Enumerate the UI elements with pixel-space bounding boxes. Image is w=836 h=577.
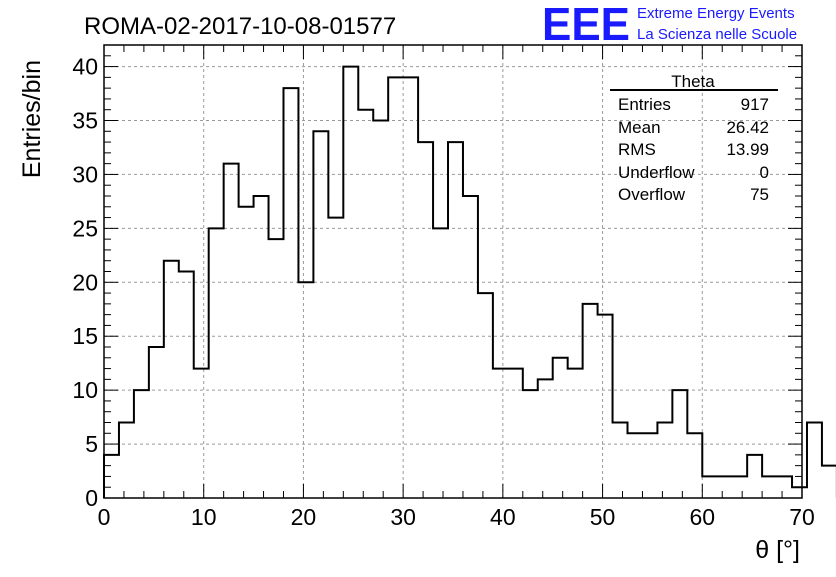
histogram-bin bbox=[209, 228, 224, 498]
histogram-bin bbox=[672, 390, 687, 498]
tick-labels: 0 10 20 30 40 50 60 70 0 5 10 15 20 25 30 35 40 bbox=[72, 54, 814, 530]
histogram-bin bbox=[283, 88, 298, 498]
histogram-bin bbox=[239, 207, 254, 498]
axes bbox=[103, 44, 803, 499]
x-tick-label: 30 bbox=[390, 504, 416, 530]
histogram-bin bbox=[164, 261, 179, 498]
histogram-bin bbox=[642, 433, 657, 498]
y-tick-label: 15 bbox=[72, 323, 98, 349]
histogram-bin bbox=[433, 228, 448, 498]
histogram-bin bbox=[149, 347, 164, 498]
histogram-bin bbox=[388, 77, 403, 498]
histogram-bin bbox=[269, 239, 284, 498]
histogram-outline bbox=[103, 65, 836, 498]
stats-label-mean: Mean bbox=[618, 118, 661, 137]
histogram-bin bbox=[762, 476, 777, 498]
histogram-bin bbox=[553, 358, 568, 498]
histogram-bin bbox=[628, 433, 643, 498]
grid-lines bbox=[104, 45, 802, 498]
histogram-bin bbox=[508, 369, 523, 498]
histogram-bin bbox=[747, 455, 762, 498]
x-tick-label: 40 bbox=[490, 504, 516, 530]
eee-logo: EEE Extreme Energy Events La Scienza nel… bbox=[542, 0, 797, 50]
y-axis-label: Entries/bin bbox=[18, 60, 46, 178]
histogram-bin bbox=[583, 304, 598, 498]
stats-title: Theta bbox=[671, 72, 715, 91]
histogram-bin bbox=[777, 476, 792, 498]
histogram-bin bbox=[463, 196, 478, 498]
stats-value-mean: 26.42 bbox=[726, 118, 769, 137]
histogram-bin bbox=[179, 272, 194, 499]
logo-mark: EEE bbox=[542, 0, 630, 50]
histogram-bin bbox=[732, 476, 747, 498]
stats-box: Theta Entries 917 Mean 26.42 RMS 13.99 U… bbox=[610, 72, 778, 204]
stats-label-entries: Entries bbox=[618, 95, 671, 114]
histogram-bin bbox=[343, 67, 358, 498]
x-tick-label: 60 bbox=[689, 504, 715, 530]
histogram-bin bbox=[478, 293, 493, 498]
x-tick-label: 10 bbox=[191, 504, 217, 530]
x-tick-label: 50 bbox=[590, 504, 616, 530]
histogram-bin bbox=[418, 142, 433, 498]
histogram-bin bbox=[568, 369, 583, 498]
histogram-bin bbox=[807, 423, 822, 499]
histogram-bin bbox=[822, 466, 836, 498]
stats-value-entries: 917 bbox=[741, 95, 769, 114]
histogram-bin bbox=[313, 131, 328, 498]
histogram-bin bbox=[224, 164, 239, 498]
histogram-bin bbox=[792, 487, 807, 498]
histogram-bin bbox=[134, 390, 149, 498]
histogram-bin bbox=[373, 121, 388, 499]
stats-value-underflow: 0 bbox=[760, 163, 769, 182]
logo-line-2: La Scienza nelle Scuole bbox=[637, 26, 797, 43]
y-tick-label: 0 bbox=[85, 485, 98, 511]
logo-line-1: Extreme Energy Events bbox=[637, 5, 795, 22]
histogram-bin bbox=[657, 423, 672, 499]
x-axis-label: θ [°] bbox=[755, 536, 800, 564]
histogram-bin bbox=[702, 476, 717, 498]
stats-value-overflow: 75 bbox=[750, 185, 769, 204]
histogram-bin bbox=[687, 433, 702, 498]
histogram-bin bbox=[448, 142, 463, 498]
y-tick-label: 30 bbox=[72, 161, 98, 187]
y-tick-label: 10 bbox=[72, 377, 98, 403]
histogram bbox=[103, 65, 836, 499]
histogram-bin bbox=[717, 476, 732, 498]
stats-label-rms: RMS bbox=[618, 140, 656, 159]
histogram-bin bbox=[523, 390, 538, 498]
y-tick-label: 20 bbox=[72, 269, 98, 295]
y-tick-label: 25 bbox=[72, 215, 98, 241]
y-tick-label: 5 bbox=[85, 431, 98, 457]
stats-label-underflow: Underflow bbox=[618, 163, 695, 182]
histogram-bin bbox=[613, 423, 628, 499]
y-tick-label: 40 bbox=[72, 54, 98, 80]
histogram-bin bbox=[538, 379, 553, 498]
x-tick-label: 20 bbox=[291, 504, 317, 530]
stats-value-rms: 13.99 bbox=[726, 140, 769, 159]
histogram-bin bbox=[119, 423, 134, 499]
histogram-bin bbox=[598, 315, 613, 498]
chart-title: ROMA-02-2017-10-08-01577 bbox=[84, 13, 396, 40]
histogram-bin bbox=[493, 369, 508, 498]
histogram-bin bbox=[298, 282, 313, 498]
y-tick-label: 35 bbox=[72, 108, 98, 134]
histogram-bin bbox=[254, 196, 269, 498]
histogram-bin bbox=[403, 77, 418, 498]
stats-label-overflow: Overflow bbox=[618, 185, 686, 204]
x-tick-label: 70 bbox=[789, 504, 815, 530]
histogram-bin bbox=[194, 369, 209, 498]
histogram-bin bbox=[358, 110, 373, 498]
histogram-bin bbox=[328, 218, 343, 498]
x-tick-label: 0 bbox=[98, 504, 111, 530]
